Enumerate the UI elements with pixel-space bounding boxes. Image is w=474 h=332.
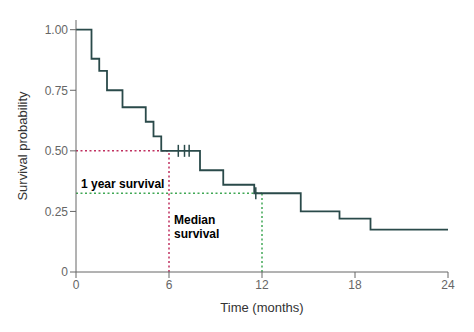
svg-text:12: 12 [255, 278, 269, 292]
svg-text:1 year survival: 1 year survival [81, 177, 164, 191]
svg-text:0.25: 0.25 [45, 205, 69, 219]
svg-text:Mediansurvival: Mediansurvival [174, 213, 219, 241]
svg-text:24: 24 [441, 278, 455, 292]
svg-text:18: 18 [348, 278, 362, 292]
svg-text:0: 0 [73, 278, 80, 292]
svg-text:0.75: 0.75 [45, 84, 69, 98]
svg-text:6: 6 [166, 278, 173, 292]
svg-text:0: 0 [61, 265, 68, 279]
svg-text:1.00: 1.00 [45, 23, 69, 37]
svg-text:Time (months): Time (months) [220, 300, 303, 315]
svg-text:0.50: 0.50 [45, 144, 69, 158]
svg-text:Survival probability: Survival probability [15, 91, 30, 201]
